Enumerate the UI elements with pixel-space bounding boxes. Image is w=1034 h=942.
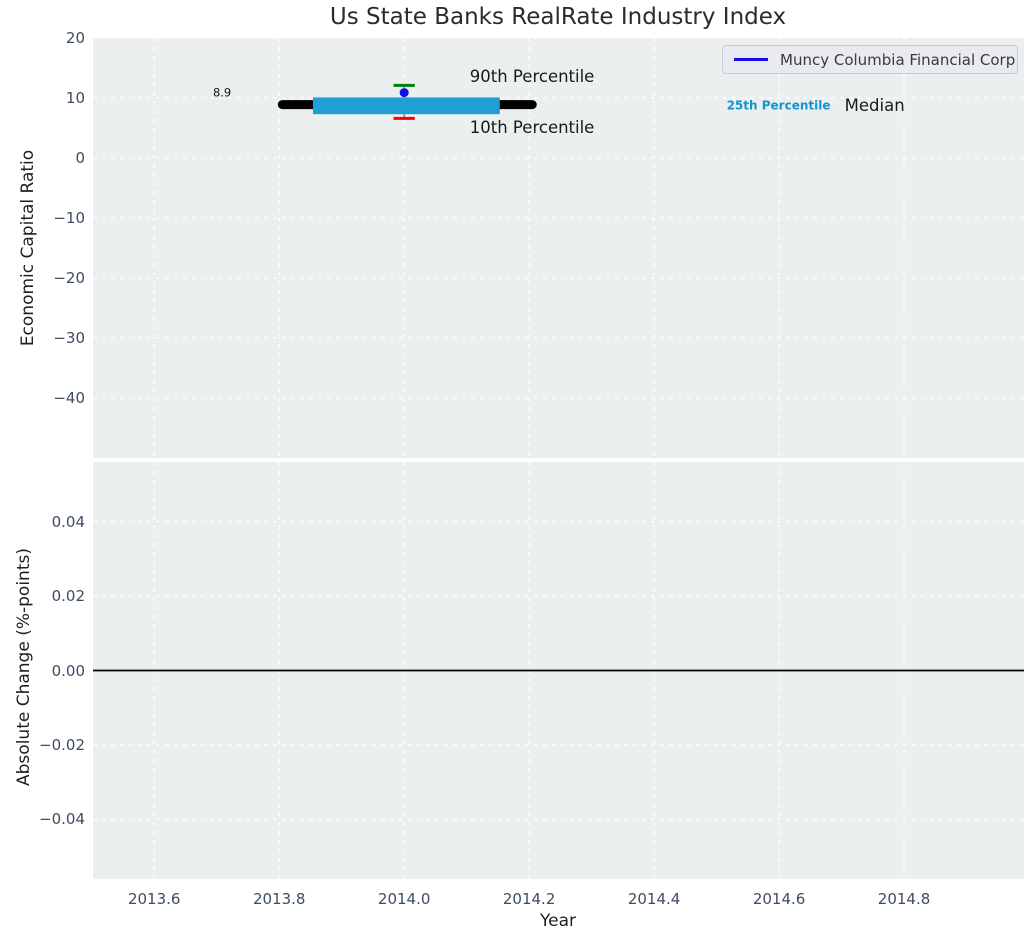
y-tick-label: −30 (53, 329, 85, 347)
x-tick-label: 2014.6 (752, 890, 806, 908)
chart-title: Us State Banks RealRate Industry Index (329, 4, 787, 30)
y-tick-label: −0.04 (39, 810, 85, 829)
y-axis-label-bottom: Absolute Change (%-points) (14, 548, 34, 786)
top-plot-canvas (93, 38, 1024, 458)
legend: Muncy Columbia Financial Corp (722, 45, 1018, 74)
x-tick-label: 2014.4 (627, 890, 681, 908)
y-tick-label: −40 (53, 389, 85, 407)
x-tick-label: 2013.6 (127, 890, 181, 908)
y-axis-label-top: Economic Capital Ratio (18, 149, 38, 347)
x-tick-label: 2013.8 (252, 890, 306, 908)
annotation-median: Median (844, 95, 905, 115)
y-tick-label: −20 (53, 269, 85, 287)
x-tick-label: 2014.2 (502, 890, 556, 908)
y-tick-label: −0.02 (39, 735, 85, 754)
legend-label: Muncy Columbia Financial Corp (780, 50, 1016, 69)
annotation-10th-percentile: 10th Percentile (469, 118, 595, 138)
y-tick-label: 0 (75, 149, 85, 167)
legend-line-sample (734, 58, 768, 61)
x-tick-label: 2014.0 (377, 890, 431, 908)
y-tick-label: 10 (65, 89, 85, 107)
bottom-plot-panel (93, 462, 1024, 879)
annotation-25th-percentile: 25th Percentile (726, 98, 831, 113)
y-tick-label: 0.00 (51, 661, 85, 680)
y-tick-label: 0.02 (51, 587, 85, 606)
top-plot-panel (93, 38, 1024, 458)
x-axis-label: Year (540, 911, 576, 931)
y-tick-label: 20 (65, 29, 85, 47)
median-value-label: 8.9 (212, 85, 232, 100)
x-tick-label: 2014.8 (877, 890, 931, 908)
annotation-90th-percentile: 90th Percentile (469, 67, 595, 87)
bottom-plot-canvas (93, 462, 1024, 879)
y-tick-label: −10 (53, 209, 85, 227)
y-tick-label: 0.04 (51, 512, 85, 531)
